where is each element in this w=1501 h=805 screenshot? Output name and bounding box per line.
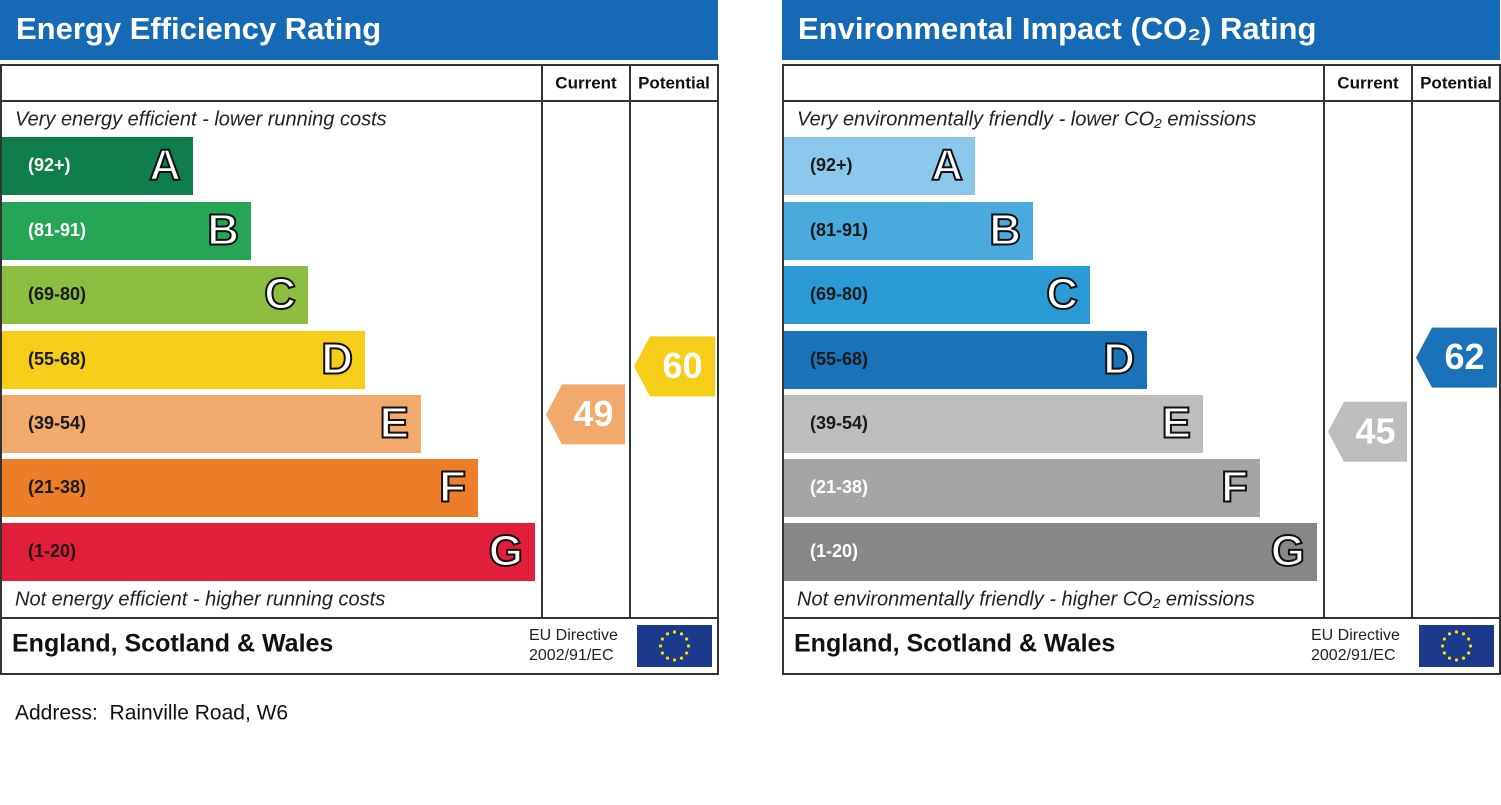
band-letter: C xyxy=(1046,270,1078,319)
rating-band xyxy=(784,523,1317,581)
rating-band xyxy=(2,523,535,581)
band-range: (69-80) xyxy=(28,284,86,304)
eu-star xyxy=(665,632,670,636)
band-letter: A xyxy=(149,141,181,190)
column-header: Potential xyxy=(638,73,710,92)
eu-star xyxy=(660,651,664,655)
eu-star xyxy=(672,630,677,634)
rating-band xyxy=(2,202,251,260)
rating-value: 45 xyxy=(1355,410,1395,451)
eu-star xyxy=(1442,637,1446,641)
eu-star xyxy=(1454,630,1459,634)
panel-title: Environmental Impact (CO₂) Rating xyxy=(798,11,1316,46)
eu-star xyxy=(1467,637,1471,641)
band-letter: F xyxy=(439,463,466,512)
eu-star xyxy=(679,656,684,660)
band-letter: C xyxy=(264,270,296,319)
band-letter: B xyxy=(989,206,1021,255)
rating-panel: Environmental Impact (CO₂) Rating Current… xyxy=(782,0,1501,675)
eu-star xyxy=(1442,651,1446,655)
region: England, Scotland & Wales xyxy=(12,630,333,658)
top-note: Very energy efficient - lower running co… xyxy=(15,108,387,130)
rating-value: 49 xyxy=(573,393,613,434)
directive: EU Directive xyxy=(529,627,618,644)
rating-arrow xyxy=(1328,401,1407,462)
eu-star xyxy=(685,637,689,641)
band-letter: E xyxy=(380,399,409,448)
eu-star xyxy=(1454,658,1459,662)
title-bar xyxy=(0,0,718,60)
eu-star xyxy=(685,651,689,655)
eu-star xyxy=(665,656,670,660)
rating-band xyxy=(784,266,1090,324)
eu-star xyxy=(1447,656,1452,660)
band-range: (21-38) xyxy=(810,477,868,497)
address: Address: Rainville Road, W6 xyxy=(15,702,288,725)
band-letter: A xyxy=(931,141,963,190)
band-range: (1-20) xyxy=(810,541,858,561)
rating-arrow xyxy=(1416,327,1497,388)
rating-value: 60 xyxy=(662,345,702,386)
rating-band xyxy=(2,395,421,453)
band-letter: D xyxy=(321,335,353,384)
band-range: (81-91) xyxy=(28,220,86,240)
rating-band xyxy=(784,202,1033,260)
band-letter: D xyxy=(1103,335,1135,384)
rating-panel: Energy Efficiency Rating Current Potential… xyxy=(0,0,719,675)
band-range: (81-91) xyxy=(810,220,868,240)
rating-band xyxy=(2,459,478,517)
band-range: (1-20) xyxy=(28,541,76,561)
eu-star xyxy=(1467,651,1471,655)
band-letter: E xyxy=(1162,399,1191,448)
eu-star xyxy=(1461,656,1466,660)
band-range: (55-68) xyxy=(810,349,868,369)
band-range: (39-54) xyxy=(28,413,86,433)
band-range: (55-68) xyxy=(28,349,86,369)
top-note: Very environmentally friendly - lower CO… xyxy=(797,108,1256,130)
rating-band xyxy=(784,331,1147,389)
band-letter: B xyxy=(207,206,239,255)
rating-band xyxy=(784,459,1260,517)
directive: EU Directive xyxy=(1311,627,1400,644)
eu-star xyxy=(660,637,664,641)
title-bar xyxy=(782,0,1500,60)
band-range: (21-38) xyxy=(28,477,86,497)
eu-star xyxy=(686,644,691,648)
eu-star xyxy=(1468,644,1473,648)
eu-star xyxy=(1461,632,1466,636)
band-letter: F xyxy=(1221,463,1248,512)
column-header: Potential xyxy=(1420,73,1492,92)
rating-band xyxy=(784,395,1203,453)
rating-band xyxy=(784,137,975,195)
band-letter: G xyxy=(489,527,523,576)
panel-title: Energy Efficiency Rating xyxy=(16,11,381,46)
eu-star xyxy=(679,632,684,636)
eu-star xyxy=(1440,644,1445,648)
rating-band xyxy=(2,137,193,195)
rating-arrow xyxy=(546,384,625,445)
column-header: Current xyxy=(555,73,617,92)
rating-band xyxy=(2,266,308,324)
band-range: (39-54) xyxy=(810,413,868,433)
directive: 2002/91/EC xyxy=(529,647,614,664)
band-range: (92+) xyxy=(28,155,71,175)
column-header: Current xyxy=(1337,73,1399,92)
band-range: (69-80) xyxy=(810,284,868,304)
rating-value: 62 xyxy=(1444,336,1484,377)
bottom-note: Not energy efficient - higher running co… xyxy=(15,588,385,610)
bottom-note: Not environmentally friendly - higher CO… xyxy=(797,588,1255,610)
band-letter: G xyxy=(1271,527,1305,576)
rating-arrow xyxy=(634,336,715,397)
eu-star xyxy=(672,658,677,662)
directive: 2002/91/EC xyxy=(1311,647,1396,664)
eu-star xyxy=(658,644,663,648)
region: England, Scotland & Wales xyxy=(794,630,1115,658)
rating-band xyxy=(2,331,365,389)
eu-star xyxy=(1447,632,1452,636)
band-range: (92+) xyxy=(810,155,853,175)
